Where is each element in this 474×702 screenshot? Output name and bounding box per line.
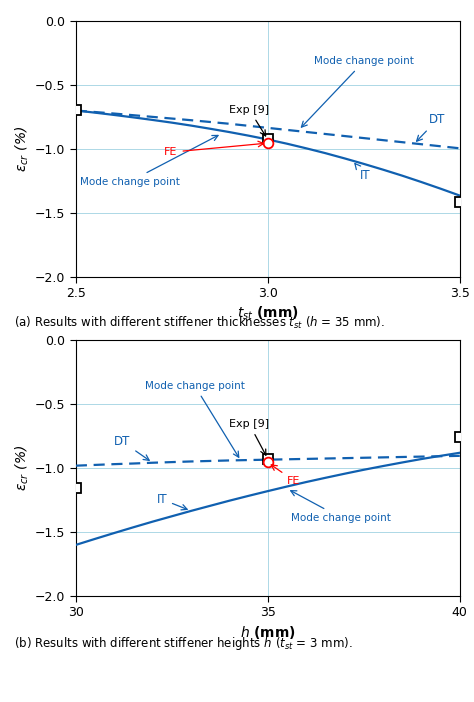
Text: IT: IT	[355, 164, 371, 183]
Text: IT: IT	[156, 493, 187, 510]
X-axis label: $h$ (mm): $h$ (mm)	[240, 623, 296, 641]
Y-axis label: $\varepsilon_{cr}$ (%): $\varepsilon_{cr}$ (%)	[13, 445, 31, 491]
Y-axis label: $\varepsilon_{cr}$ (%): $\varepsilon_{cr}$ (%)	[13, 126, 31, 172]
Text: Mode change point: Mode change point	[301, 56, 414, 127]
Text: Exp [9]: Exp [9]	[229, 105, 270, 136]
Text: Exp [9]: Exp [9]	[229, 419, 270, 455]
Text: (b) Results with different stiffener heights $h$ ($t_{st}$ = 3 mm).: (b) Results with different stiffener hei…	[14, 635, 353, 651]
Text: DT: DT	[417, 113, 446, 141]
Text: Mode change point: Mode change point	[291, 491, 391, 522]
Text: FE: FE	[271, 465, 301, 486]
Text: (a) Results with different stiffener thicknesses $t_{st}$ ($h$ = 35 mm).: (a) Results with different stiffener thi…	[14, 315, 385, 331]
Text: FE: FE	[164, 141, 264, 157]
Text: Mode change point: Mode change point	[80, 135, 218, 187]
Text: DT: DT	[114, 435, 149, 461]
Text: Mode change point: Mode change point	[145, 381, 245, 457]
X-axis label: $t_{st}$ (mm): $t_{st}$ (mm)	[237, 304, 299, 322]
